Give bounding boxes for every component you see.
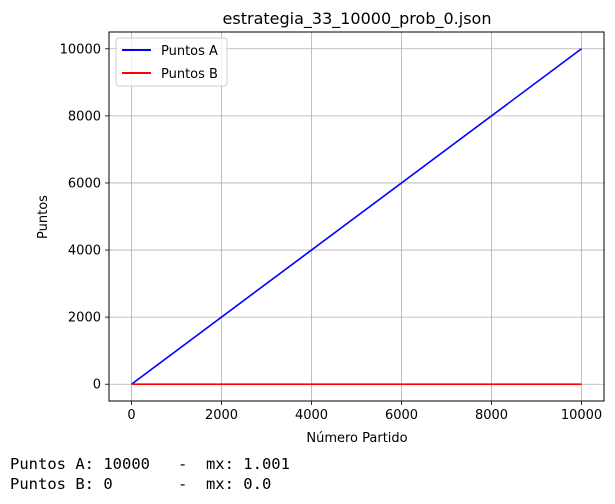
x-tick-label: 2000 — [205, 408, 238, 423]
series-line-a — [131, 48, 582, 385]
y-tick-label: 2000 — [68, 311, 101, 326]
plot-frame — [108, 31, 605, 402]
y-tick-label: 10000 — [60, 42, 101, 57]
y-tick-label: 8000 — [68, 109, 101, 124]
y-tick-label: 6000 — [68, 176, 101, 191]
chart-title: estrategia_33_10000_prob_0.json — [223, 9, 492, 29]
x-tick-label: 8000 — [475, 408, 508, 423]
x-ticks: 0 2000 4000 6000 8000 10000 — [127, 401, 602, 423]
y-axis-label: Puntos — [36, 195, 51, 239]
legend-label-b: Puntos B — [161, 67, 218, 82]
x-tick-label: 4000 — [295, 408, 328, 423]
y-ticks: 0 2000 4000 6000 8000 10000 — [60, 42, 109, 393]
line-chart: estrategia_33_10000_prob_0.json 0 2000 400… — [36, 9, 605, 446]
x-tick-label: 6000 — [385, 408, 418, 423]
legend-label-a: Puntos A — [161, 44, 218, 59]
x-tick-label: 10000 — [561, 408, 602, 423]
x-axis-label: Número Partido — [306, 431, 407, 446]
grid-x — [131, 32, 582, 401]
y-tick-label: 0 — [93, 378, 101, 393]
summary-line-b: Puntos B: 0 - mx: 0.0 — [10, 475, 272, 493]
series-layer — [131, 48, 582, 386]
summary-line-a: Puntos A: 10000 - mx: 1.001 — [10, 455, 290, 473]
y-tick-label: 4000 — [68, 244, 101, 259]
legend: Puntos A Puntos B — [115, 37, 228, 87]
x-tick-label: 0 — [127, 408, 135, 423]
